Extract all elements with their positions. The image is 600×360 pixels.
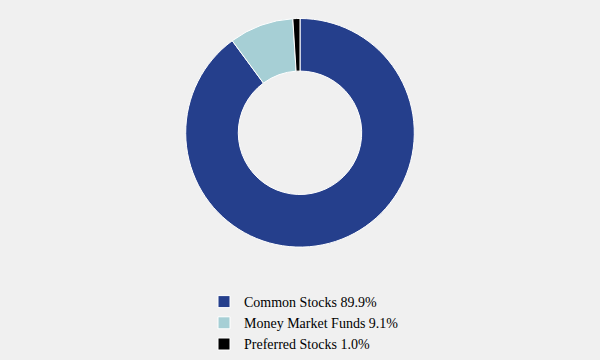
svg-text:Common Stocks 89.9%: Common Stocks 89.9% <box>244 295 377 310</box>
svg-text:Preferred Stocks 1.0%: Preferred Stocks 1.0% <box>244 337 370 352</box>
svg-text:Money Market Funds 9.1%: Money Market Funds 9.1% <box>244 316 398 331</box>
